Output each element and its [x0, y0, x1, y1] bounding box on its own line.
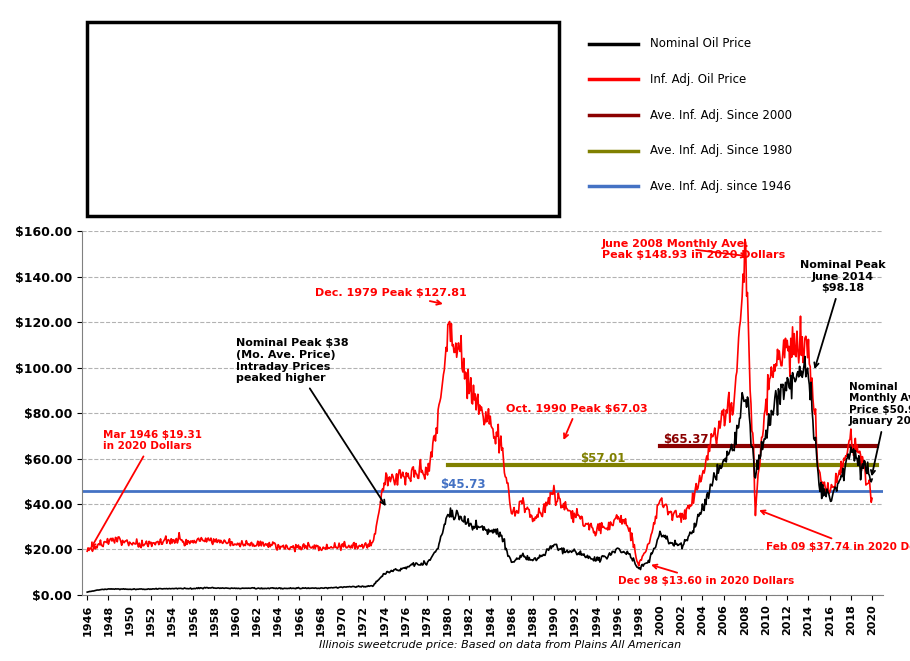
Text: Nominal Peak
June 2014
$98.18: Nominal Peak June 2014 $98.18: [800, 260, 885, 368]
Text: Nominal Oil Price: Nominal Oil Price: [651, 37, 752, 50]
Text: Ave. Inf. Adj. since 1946: Ave. Inf. Adj. since 1946: [651, 180, 792, 193]
FancyBboxPatch shape: [86, 22, 560, 216]
Text: Ave. Inf. Adj. Since 1980: Ave. Inf. Adj. Since 1980: [651, 144, 793, 157]
Text: Oct. 1990 Peak $67.03: Oct. 1990 Peak $67.03: [506, 404, 648, 438]
Text: Mar 1946 $19.31
in 2020 Dollars: Mar 1946 $19.31 in 2020 Dollars: [92, 430, 202, 547]
Text: Dec. 1979 Peak $127.81: Dec. 1979 Peak $127.81: [315, 288, 467, 305]
Text: Inflation Adjusted Monthly Average: Inflation Adjusted Monthly Average: [144, 34, 502, 52]
Text: Nominal Peak $38
(Mo. Ave. Price)
Intraday Prices
peaked higher: Nominal Peak $38 (Mo. Ave. Price) Intrad…: [236, 338, 385, 504]
Text: $65.37: $65.37: [663, 433, 709, 446]
Text: CRUDE OIL PRICES: CRUDE OIL PRICES: [230, 73, 416, 91]
Text: June 2008 Monthly Ave.
Peak $148.93 in 2020 Dollars: June 2008 Monthly Ave. Peak $148.93 in 2…: [602, 239, 784, 260]
Text: Ave. Inf. Adj. Since 2000: Ave. Inf. Adj. Since 2000: [651, 108, 793, 122]
Text: (1946- Present) In February 2020 Dollars: (1946- Present) In February 2020 Dollars: [154, 115, 492, 130]
Text: Inf. Adj. Oil Price: Inf. Adj. Oil Price: [651, 73, 747, 86]
Text: © www.InflationData.com: © www.InflationData.com: [227, 153, 420, 166]
Text: Feb 09 $37.74 in 2020 Dollars: Feb 09 $37.74 in 2020 Dollars: [761, 510, 910, 552]
Text: Illinois sweetcrude price: Based on data from Plains All American: Illinois sweetcrude price: Based on data…: [319, 640, 682, 650]
Text: Dec 98 $13.60 in 2020 Dollars: Dec 98 $13.60 in 2020 Dollars: [618, 564, 794, 586]
Text: $45.73: $45.73: [440, 478, 486, 490]
Text: Nominal
Monthly Ave.
Price $50.96
January 2020: Nominal Monthly Ave. Price $50.96 Januar…: [849, 381, 910, 475]
Text: $57.01: $57.01: [581, 452, 626, 465]
Text: Updated 02/21/2020: Updated 02/21/2020: [248, 186, 399, 200]
